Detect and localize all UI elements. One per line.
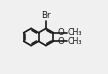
Text: CH₃: CH₃	[68, 37, 82, 46]
Text: O: O	[57, 28, 64, 37]
Text: O: O	[57, 37, 64, 46]
Text: Br: Br	[41, 11, 51, 20]
Text: CH₃: CH₃	[68, 28, 82, 37]
